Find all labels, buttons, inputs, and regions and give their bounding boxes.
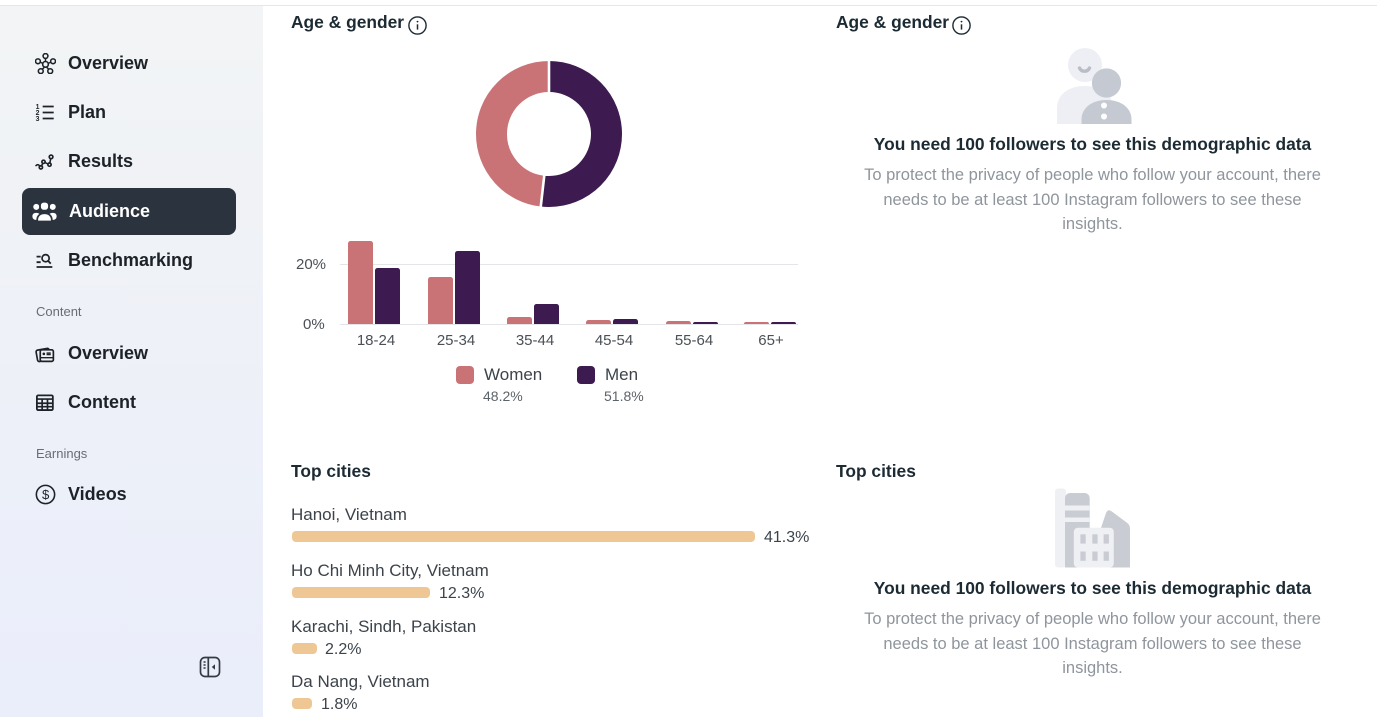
svg-text:3: 3 (36, 116, 40, 123)
svg-text:$: $ (42, 487, 50, 502)
svg-text:2: 2 (36, 110, 40, 117)
svg-text:1: 1 (36, 104, 40, 111)
